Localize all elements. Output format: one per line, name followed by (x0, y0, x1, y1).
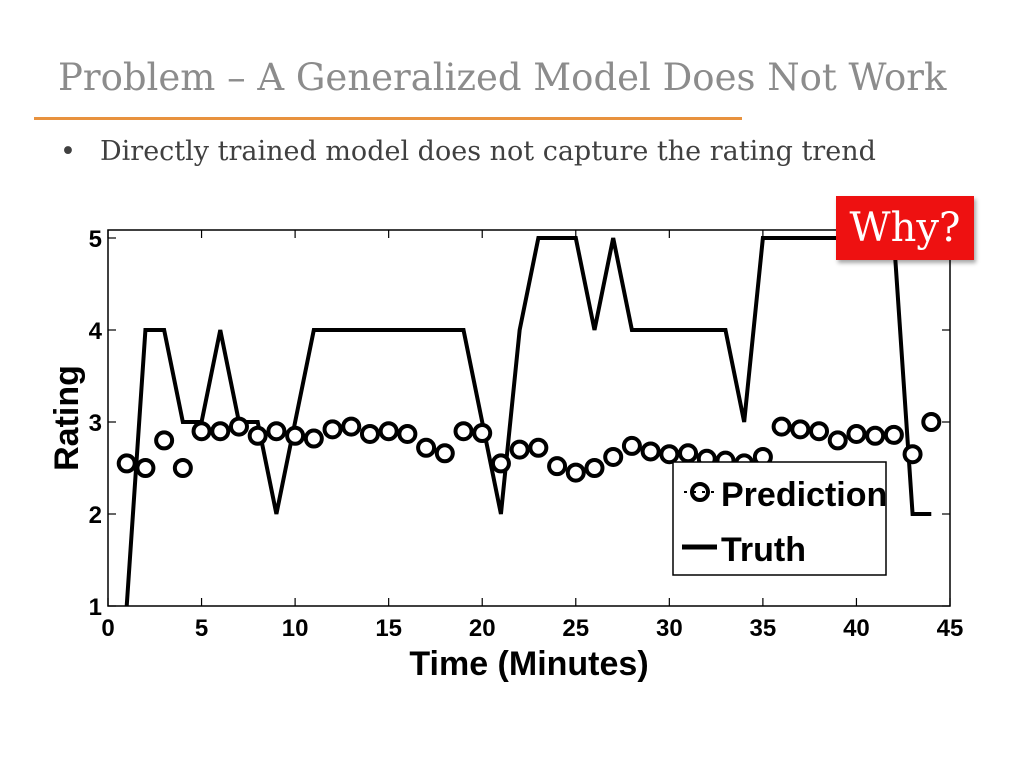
prediction-point (434, 443, 455, 464)
x-tick-label: 45 (937, 615, 964, 642)
prediction-point (266, 421, 287, 442)
prediction-point (659, 444, 680, 465)
prediction-point (154, 430, 175, 451)
prediction-point (865, 425, 886, 446)
y-tick-label: 5 (89, 226, 102, 253)
prediction-point (790, 419, 811, 440)
x-axis-label: Time (Minutes) (409, 645, 648, 683)
legend-prediction-marker (690, 482, 710, 502)
y-tick-label: 3 (89, 410, 102, 437)
y-axis: 1 2 3 4 5 (89, 226, 950, 621)
prediction-point (322, 419, 343, 440)
x-tick-label: 5 (195, 615, 208, 642)
prediction-point (135, 458, 156, 478)
x-tick-label: 25 (562, 615, 589, 642)
prediction-point (490, 453, 511, 474)
prediction-point (528, 437, 549, 458)
prediction-point (584, 458, 605, 478)
prediction-point (509, 439, 530, 460)
prediction-point (172, 458, 193, 478)
prediction-point (210, 421, 231, 442)
prediction-point (603, 446, 624, 467)
prediction-point (341, 416, 362, 437)
prediction-point (472, 423, 493, 444)
y-tick-label: 4 (89, 318, 103, 345)
legend-truth-label: Truth (721, 531, 806, 569)
legend-box (672, 461, 887, 576)
x-tick-label: 0 (101, 615, 114, 642)
prediction-point (827, 430, 848, 451)
prediction-point (547, 456, 568, 477)
prediction-point (846, 423, 867, 444)
x-tick-label: 40 (843, 615, 870, 642)
x-tick-label: 30 (656, 615, 683, 642)
x-tick-label: 20 (469, 615, 496, 642)
prediction-point (809, 421, 830, 442)
prediction-point (640, 441, 661, 462)
x-tick-label: 35 (750, 615, 777, 642)
prediction-point (397, 423, 418, 444)
prediction-point (453, 421, 474, 442)
prediction-point (416, 437, 437, 458)
prediction-point (247, 425, 268, 446)
prediction-point (565, 462, 586, 483)
bullet-marker: • (60, 136, 76, 167)
y-tick-label: 2 (89, 502, 102, 529)
legend-prediction-label: Prediction (721, 476, 887, 514)
x-tick-label: 15 (375, 615, 402, 642)
prediction-point (883, 424, 904, 445)
bullet-text: Directly trained model does not capture … (100, 136, 876, 167)
y-tick-label: 1 (89, 594, 102, 621)
prediction-point (191, 421, 212, 442)
prediction-point (678, 443, 699, 464)
legend: Prediction Truth (672, 461, 887, 576)
prediction-point (285, 425, 306, 446)
prediction-point (621, 435, 642, 456)
prediction-point (116, 453, 137, 474)
prediction-point (228, 416, 249, 437)
title-divider (34, 117, 742, 120)
prediction-point (359, 423, 380, 444)
prediction-point (902, 444, 923, 465)
y-axis-label: Rating (48, 365, 86, 471)
x-tick-label: 10 (282, 615, 309, 642)
bullet-item: • Directly trained model does not capture… (60, 136, 876, 167)
why-badge: Why? (836, 196, 974, 260)
slide-title: Problem – A Generalized Model Does Not W… (58, 56, 947, 99)
x-axis: 0 5 10 15 20 25 30 35 40 45 (101, 230, 963, 642)
prediction-point (921, 412, 942, 432)
prediction-point (771, 416, 792, 437)
prediction-point (303, 428, 324, 449)
prediction-point (378, 421, 399, 442)
